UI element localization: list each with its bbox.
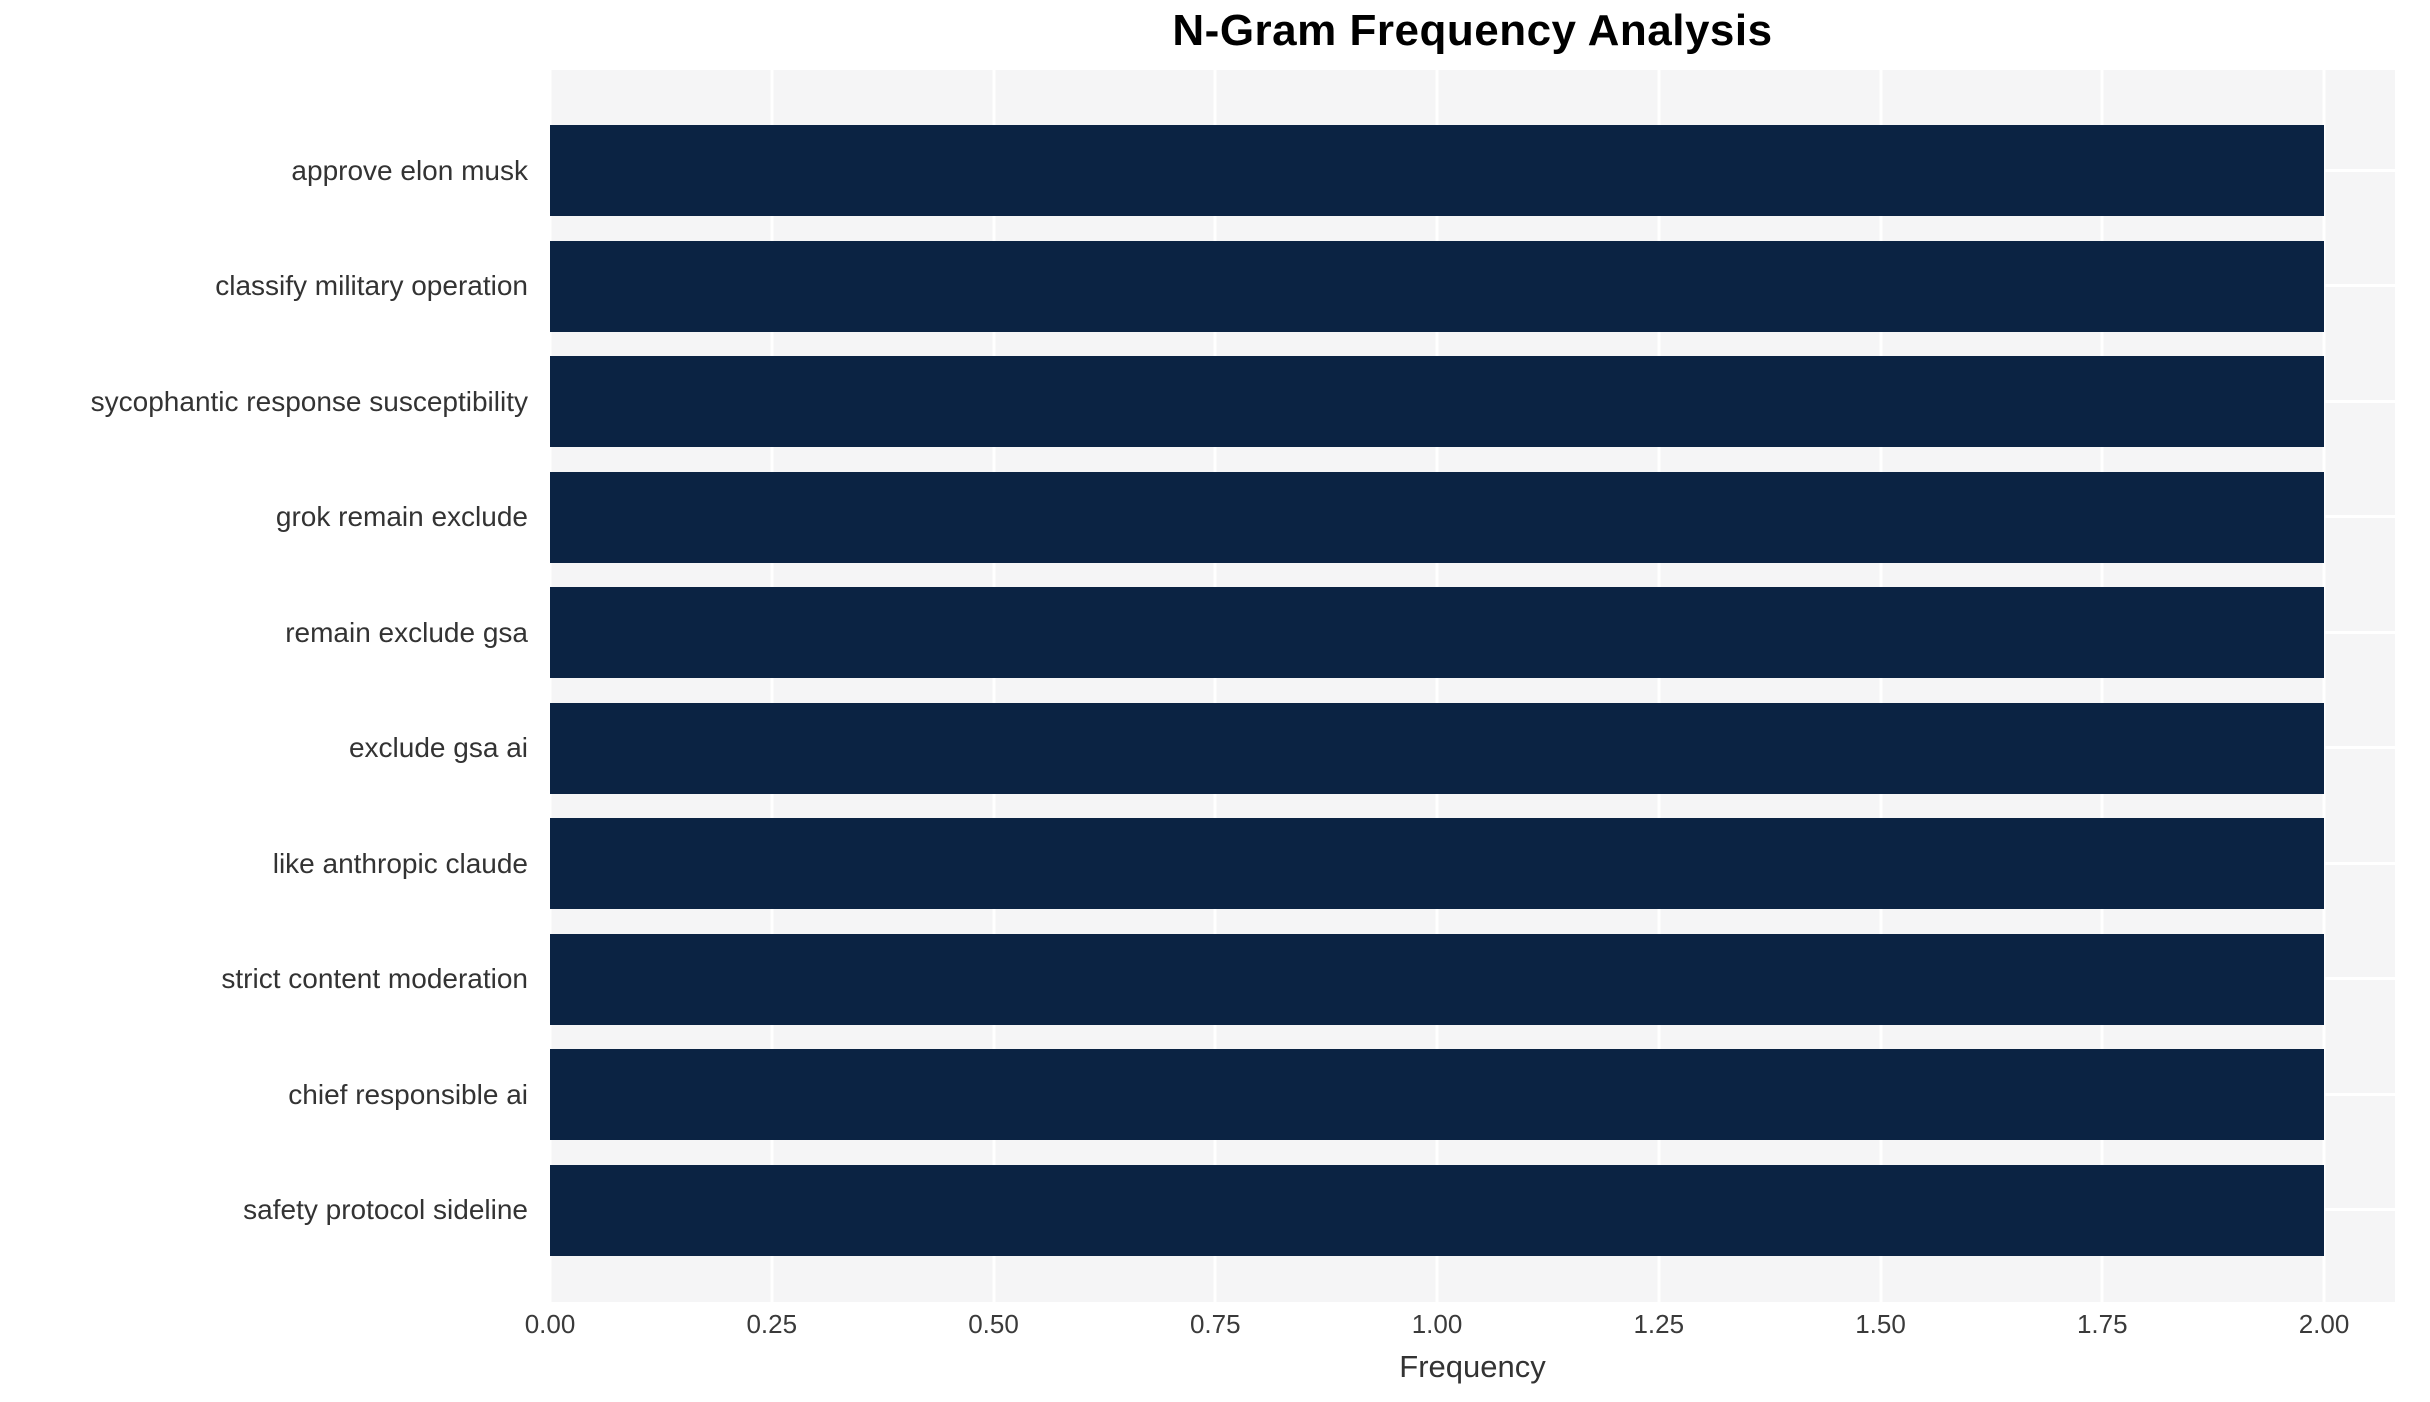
bar-row <box>550 1049 2395 1141</box>
x-tick-label: 0.25 <box>746 1309 798 1339</box>
x-tick-label: 1.00 <box>1411 1309 1463 1339</box>
x-tick-label: 0.75 <box>1189 1309 1241 1339</box>
y-tick-label: sycophantic response susceptibility <box>90 385 528 417</box>
chart-title: N-Gram Frequency Analysis <box>1172 6 1773 55</box>
bar <box>550 356 2325 448</box>
x-tick-label: 0.00 <box>524 1309 576 1339</box>
bar-row <box>550 1164 2395 1256</box>
bar-row <box>550 240 2395 332</box>
y-tick-label: exclude gsa ai <box>348 732 528 764</box>
bar <box>550 587 2325 679</box>
bar <box>550 702 2325 794</box>
bar <box>550 933 2325 1025</box>
x-gridline <box>1657 70 1661 1302</box>
x-tick-label: 1.50 <box>1855 1309 1906 1339</box>
x-gridline <box>1213 70 1217 1302</box>
x-gridline <box>1879 70 1883 1302</box>
bar <box>550 125 2325 216</box>
x-gridline <box>2100 70 2104 1302</box>
y-tick-label: grok remain exclude <box>275 501 528 533</box>
bar-rows <box>550 70 2395 1302</box>
x-axis-tick-labels: 0.00 0.25 0.50 0.75 1.00 1.25 1.50 1.75 … <box>525 1309 2395 1343</box>
x-gridline <box>2322 70 2326 1302</box>
bar <box>550 1164 2325 1256</box>
x-tick-label: 0.50 <box>968 1309 1019 1339</box>
bar <box>550 1049 2325 1141</box>
bar-row <box>550 471 2395 563</box>
bar <box>550 471 2325 563</box>
x-tick-label: 1.25 <box>1633 1309 1685 1339</box>
bar <box>550 818 2325 910</box>
bar-row <box>550 125 2395 216</box>
bar-row <box>550 702 2395 794</box>
plot-area <box>548 70 2395 1302</box>
bar <box>550 240 2325 332</box>
x-tick-label: 1.75 <box>2076 1309 2128 1339</box>
y-axis-category-labels: approve elon musk classify military oper… <box>0 70 528 1302</box>
x-tick-label: 2.00 <box>2298 1309 2350 1339</box>
x-gridline <box>770 70 774 1302</box>
y-tick-label: chief responsible ai <box>288 1078 528 1110</box>
y-tick-label: safety protocol sideline <box>243 1194 528 1226</box>
bar-row <box>550 356 2395 448</box>
x-axis-label: Frequency <box>1399 1349 1546 1384</box>
bar-row <box>550 933 2395 1025</box>
y-tick-label: approve elon musk <box>291 154 528 186</box>
x-gridline <box>548 70 552 1302</box>
y-tick-label: remain exclude gsa <box>285 616 528 648</box>
x-gridline <box>1435 70 1439 1302</box>
bar-row <box>550 587 2395 679</box>
y-tick-label: strict content moderation <box>221 963 528 995</box>
y-tick-label: like anthropic claude <box>272 847 528 879</box>
x-gridline <box>992 70 995 1302</box>
bar-row <box>550 818 2395 910</box>
y-tick-label: classify military operation <box>215 270 528 302</box>
